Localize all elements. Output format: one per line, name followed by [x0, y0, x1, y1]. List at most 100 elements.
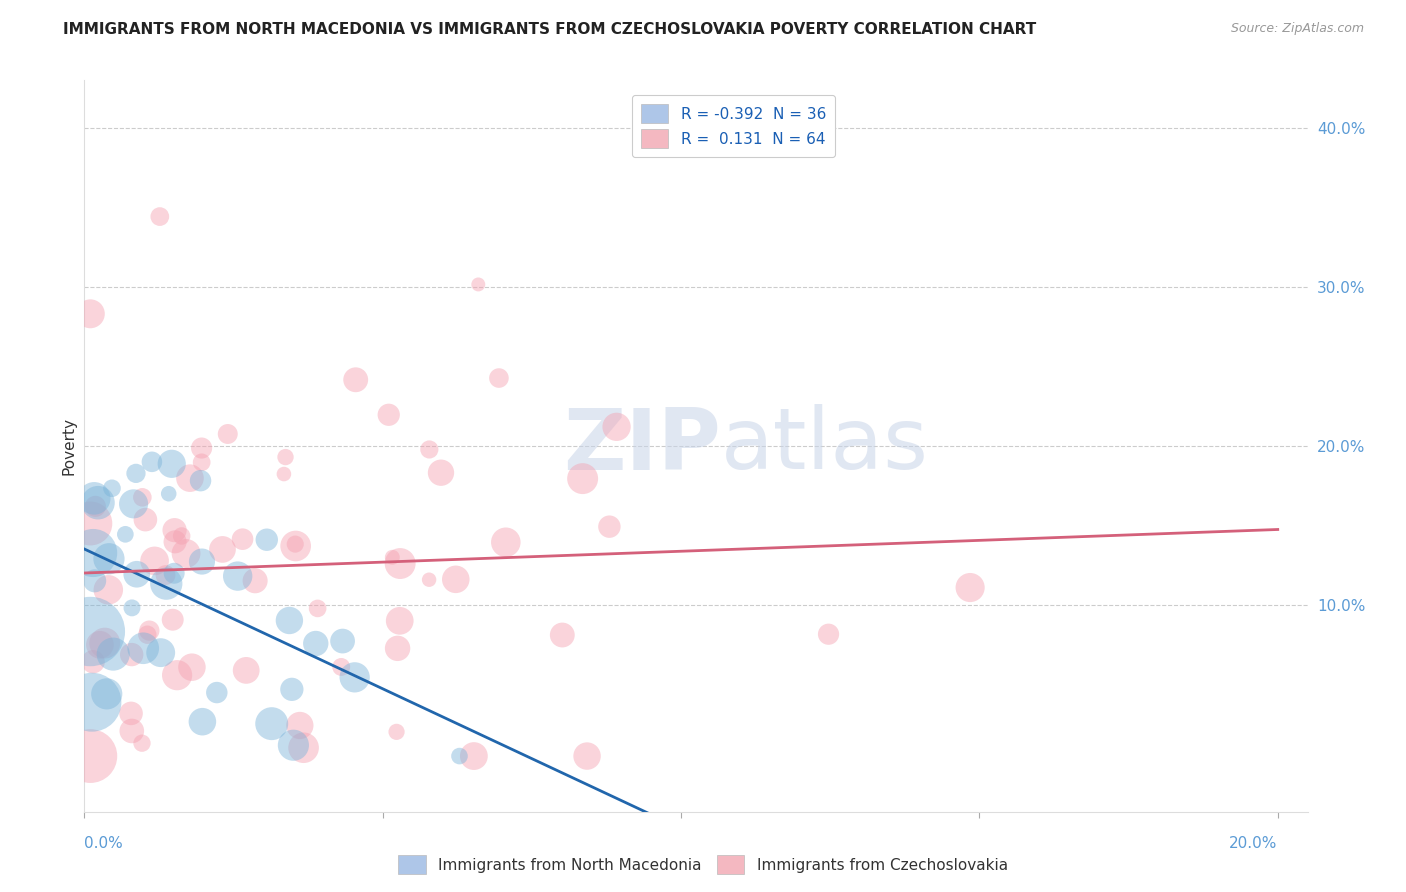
- Point: [136, 628, 159, 642]
- Point: [83, 491, 105, 506]
- Point: [155, 576, 177, 591]
- Point: [121, 600, 143, 615]
- Point: [571, 472, 593, 486]
- Point: [149, 210, 172, 224]
- Point: [330, 660, 353, 674]
- Point: [191, 555, 214, 569]
- Legend: R = -0.392  N = 36, R =  0.131  N = 64: R = -0.392 N = 36, R = 0.131 N = 64: [631, 95, 835, 157]
- Point: [467, 277, 489, 292]
- Y-axis label: Poverty: Poverty: [60, 417, 76, 475]
- Point: [87, 496, 110, 510]
- Point: [97, 551, 120, 566]
- Point: [103, 647, 125, 661]
- Point: [430, 466, 453, 480]
- Point: [141, 455, 163, 469]
- Point: [817, 627, 839, 641]
- Point: [288, 718, 311, 732]
- Legend: Immigrants from North Macedonia, Immigrants from Czechoslovakia: Immigrants from North Macedonia, Immigra…: [392, 849, 1014, 880]
- Point: [243, 574, 266, 588]
- Point: [256, 533, 278, 547]
- Point: [79, 749, 101, 764]
- Point: [551, 628, 574, 642]
- Point: [179, 471, 201, 485]
- Point: [211, 542, 233, 557]
- Text: 20.0%: 20.0%: [1229, 836, 1278, 851]
- Point: [165, 534, 187, 549]
- Point: [121, 723, 143, 738]
- Point: [82, 546, 104, 560]
- Point: [131, 736, 153, 750]
- Text: Source: ZipAtlas.com: Source: ZipAtlas.com: [1230, 22, 1364, 36]
- Point: [160, 457, 183, 471]
- Point: [274, 450, 297, 464]
- Point: [190, 474, 212, 488]
- Point: [232, 532, 254, 546]
- Text: IMMIGRANTS FROM NORTH MACEDONIA VS IMMIGRANTS FROM CZECHOSLOVAKIA POVERTY CORREL: IMMIGRANTS FROM NORTH MACEDONIA VS IMMIG…: [63, 22, 1036, 37]
- Point: [155, 568, 177, 582]
- Point: [495, 535, 517, 549]
- Point: [292, 740, 315, 755]
- Point: [122, 497, 145, 511]
- Point: [191, 714, 214, 729]
- Point: [959, 581, 981, 595]
- Point: [449, 749, 471, 764]
- Point: [281, 682, 304, 697]
- Point: [80, 695, 103, 709]
- Point: [235, 664, 257, 678]
- Point: [388, 614, 411, 628]
- Point: [260, 716, 283, 731]
- Point: [606, 420, 628, 434]
- Point: [96, 687, 118, 701]
- Point: [190, 455, 212, 469]
- Text: ZIP: ZIP: [562, 404, 720, 488]
- Point: [463, 749, 485, 764]
- Point: [332, 634, 354, 648]
- Point: [132, 641, 155, 656]
- Point: [163, 523, 186, 537]
- Point: [576, 749, 599, 764]
- Point: [181, 660, 204, 674]
- Point: [131, 491, 153, 505]
- Point: [121, 648, 143, 662]
- Point: [83, 574, 105, 588]
- Point: [120, 706, 142, 721]
- Point: [138, 624, 160, 638]
- Point: [418, 442, 440, 457]
- Point: [101, 481, 124, 495]
- Point: [283, 738, 305, 752]
- Point: [488, 371, 510, 385]
- Point: [343, 670, 366, 684]
- Point: [418, 573, 440, 587]
- Point: [79, 307, 101, 321]
- Point: [149, 646, 172, 660]
- Point: [170, 529, 193, 543]
- Point: [344, 373, 367, 387]
- Point: [205, 685, 228, 699]
- Point: [305, 636, 328, 650]
- Point: [166, 668, 188, 682]
- Point: [162, 613, 184, 627]
- Point: [79, 516, 101, 531]
- Text: atlas: atlas: [720, 404, 928, 488]
- Text: 0.0%: 0.0%: [84, 836, 124, 851]
- Point: [444, 572, 467, 586]
- Point: [381, 550, 404, 565]
- Point: [125, 567, 148, 582]
- Point: [377, 408, 399, 422]
- Point: [163, 566, 186, 581]
- Point: [79, 624, 101, 639]
- Point: [114, 527, 136, 541]
- Point: [217, 427, 239, 442]
- Point: [278, 614, 301, 628]
- Point: [273, 467, 295, 481]
- Point: [84, 500, 107, 514]
- Point: [143, 554, 166, 568]
- Point: [307, 601, 329, 615]
- Point: [284, 539, 307, 553]
- Point: [174, 546, 197, 560]
- Point: [94, 636, 117, 650]
- Point: [97, 582, 120, 597]
- Point: [226, 569, 249, 583]
- Point: [134, 513, 156, 527]
- Point: [284, 537, 307, 551]
